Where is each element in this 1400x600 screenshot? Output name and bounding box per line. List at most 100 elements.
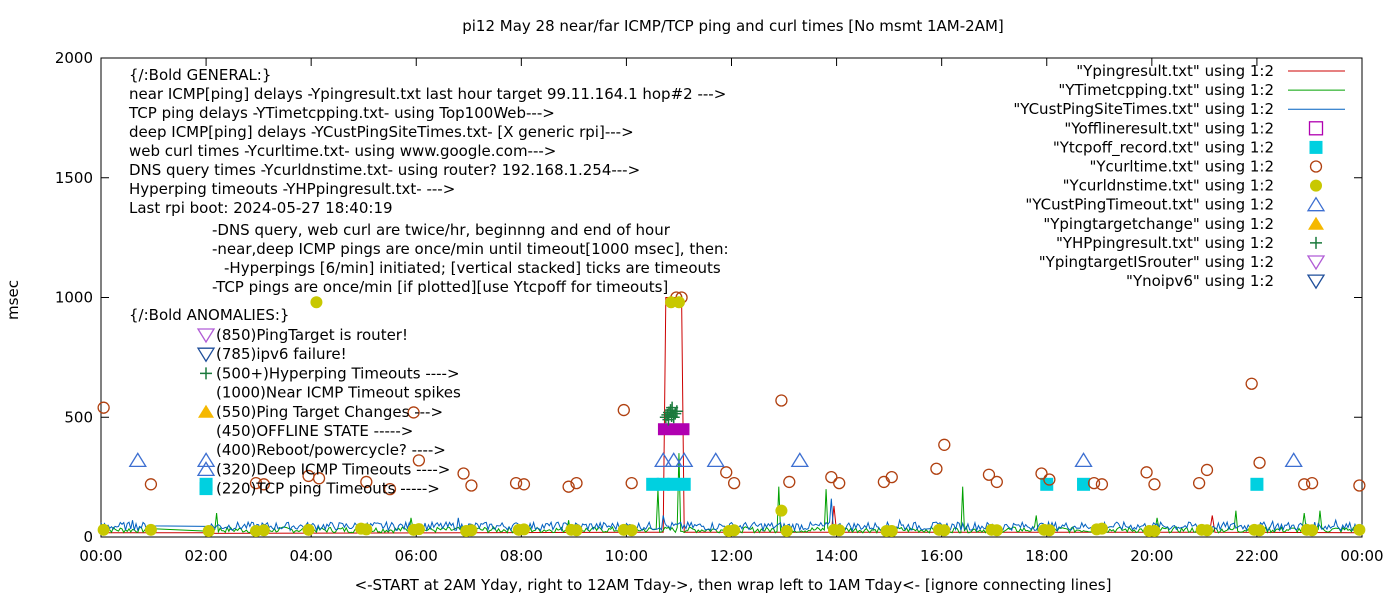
data-point xyxy=(570,476,583,490)
data-point xyxy=(312,472,326,485)
data-point xyxy=(675,452,694,468)
annotation-note: -Hyperpings [6/min] initiated; [vertical… xyxy=(224,259,721,277)
annotation-marker xyxy=(200,367,212,380)
annotation-general: web curl times -Ycurltime.txt- using www… xyxy=(129,142,556,160)
data-point xyxy=(790,452,809,468)
data-point xyxy=(1074,452,1093,468)
legend-swatch xyxy=(1308,216,1324,230)
x-tick-label: 00:00 xyxy=(1340,547,1383,565)
data-point xyxy=(656,477,670,491)
annotation-general: deep ICMP[ping] delays -YCustPingSiteTim… xyxy=(129,123,634,141)
legend-label: "Ynoipv6" using 1:2 xyxy=(1126,272,1274,290)
legend-swatch xyxy=(1306,274,1326,290)
data-point xyxy=(144,478,158,491)
data-point xyxy=(1095,478,1109,491)
legend-label: "YTimetcpping.txt" using 1:2 xyxy=(1058,81,1274,99)
legend-swatch xyxy=(1309,140,1323,154)
y-tick-label: 2000 xyxy=(55,49,93,67)
legend-swatch xyxy=(1306,255,1326,271)
data-point xyxy=(885,470,898,484)
data-point xyxy=(1253,456,1266,469)
x-axis-label: <-START at 2AM Yday, right to 12AM Tday-… xyxy=(355,576,1112,594)
x-tick-label: 00:00 xyxy=(79,547,122,565)
data-point xyxy=(257,478,271,491)
legend-label: "YCustPingTimeout.txt" using 1:2 xyxy=(1025,196,1274,214)
y-tick-label: 1500 xyxy=(55,169,93,187)
annotation-anomaly: (400)Reboot/powercycle? ----> xyxy=(216,441,446,459)
data-point xyxy=(877,475,891,489)
annotation-marker xyxy=(199,482,213,496)
annotation-note: -near,deep ICMP pings are once/min until… xyxy=(212,240,729,258)
data-point xyxy=(1087,476,1101,490)
data-point xyxy=(310,296,323,309)
y-tick-label: 0 xyxy=(83,528,93,546)
data-point xyxy=(617,403,630,417)
data-point xyxy=(780,525,793,538)
data-point xyxy=(625,524,638,537)
x-tick-label: 22:00 xyxy=(1235,547,1278,565)
data-point xyxy=(1250,477,1264,491)
data-point xyxy=(930,462,943,475)
x-tick-label: 12:00 xyxy=(710,547,753,565)
data-point xyxy=(728,524,741,537)
x-tick-label: 10:00 xyxy=(605,547,648,565)
annotation-marker xyxy=(196,328,216,344)
data-point xyxy=(1245,377,1258,390)
data-point xyxy=(938,524,951,537)
data-point xyxy=(1140,466,1153,479)
data-point xyxy=(465,479,478,492)
data-point xyxy=(1305,476,1319,490)
data-point xyxy=(667,477,681,491)
legend-label: "Ytcpoff_record.txt" using 1:2 xyxy=(1053,138,1274,157)
data-point xyxy=(517,523,530,536)
series-line xyxy=(100,498,1363,533)
data-point xyxy=(938,438,951,451)
plot-area: 0 500 1000 1500 2000 00:00 02:00 04:00 06:00 08:0… xyxy=(55,49,1384,565)
data-point xyxy=(97,523,110,536)
x-tick-label: 20:00 xyxy=(1130,547,1173,565)
legend-swatch xyxy=(1310,179,1322,192)
data-point xyxy=(465,524,478,537)
data-point xyxy=(412,523,425,536)
data-point xyxy=(202,525,215,538)
data-point xyxy=(706,452,725,468)
data-point xyxy=(672,296,685,309)
data-point xyxy=(664,452,683,468)
annotation-general: {/:Bold GENERAL:} xyxy=(129,66,271,84)
data-point xyxy=(257,524,270,537)
data-point xyxy=(665,410,678,423)
annotation-general: Last rpi boot: 2024-05-27 18:40:19 xyxy=(129,199,393,217)
data-point xyxy=(1200,463,1214,477)
annotation-anomaly: (450)OFFLINE STATE -----> xyxy=(216,422,413,440)
legend-swatch xyxy=(1310,236,1322,249)
annotation-note: -TCP pings are once/min [if plotted][use… xyxy=(212,278,668,296)
annotation-anomaly: (785)ipv6 failure! xyxy=(216,345,347,363)
x-tick-label: 18:00 xyxy=(1025,547,1068,565)
y-tick-label: 500 xyxy=(64,408,93,426)
data-point xyxy=(654,452,673,468)
data-point xyxy=(885,525,898,538)
x-tick-label: 02:00 xyxy=(184,547,227,565)
annotation-marker xyxy=(196,461,216,477)
data-point xyxy=(517,478,531,491)
x-tick-label: 04:00 xyxy=(290,547,333,565)
data-point xyxy=(1306,524,1319,537)
data-point xyxy=(833,524,846,537)
data-point xyxy=(383,482,397,496)
annotation-general: TCP ping delays -YTimetcpping.txt- using… xyxy=(128,104,555,122)
x-tick-label: 08:00 xyxy=(500,547,543,565)
y-tick-label: 1000 xyxy=(55,289,93,307)
x-tick-label: 14:00 xyxy=(815,547,858,565)
data-point xyxy=(1353,479,1366,492)
data-point xyxy=(775,504,788,517)
legend-label: "YpingtargetISrouter" using 1:2 xyxy=(1039,253,1274,271)
data-point xyxy=(825,470,838,484)
data-point xyxy=(302,523,315,536)
data-point xyxy=(128,452,147,468)
legend-label: "Ycurldnstime.txt" using 1:2 xyxy=(1063,177,1274,195)
data-point xyxy=(360,475,373,489)
data-point xyxy=(1201,524,1214,537)
annotation-general: Hyperping timeouts -YHPpingresult.txt- -… xyxy=(129,180,455,198)
data-point xyxy=(727,476,741,490)
